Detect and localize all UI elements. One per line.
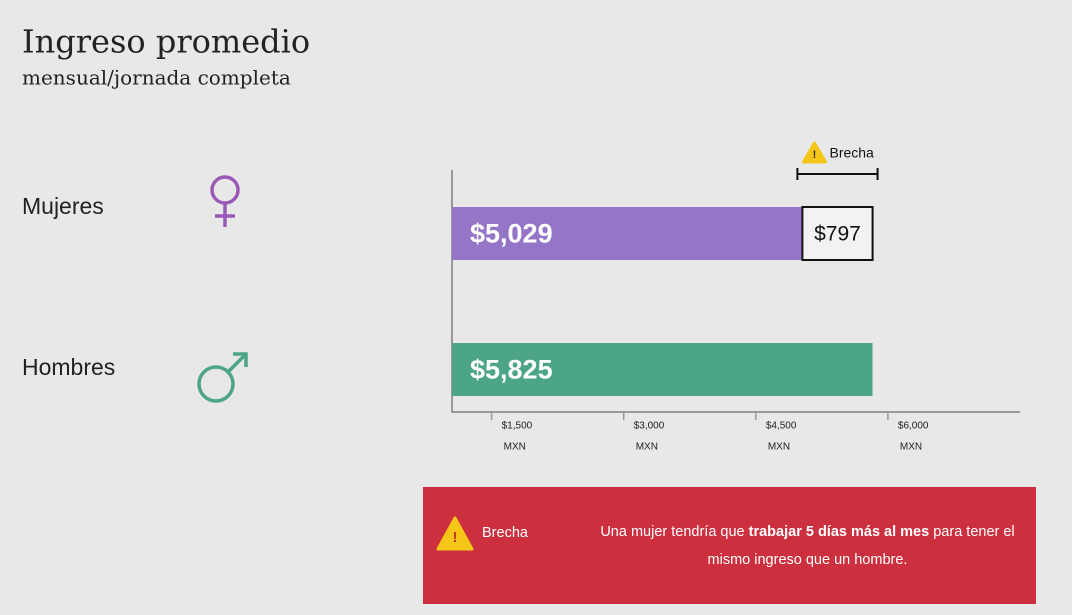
title: Ingreso promedio bbox=[22, 23, 310, 61]
bar bbox=[452, 207, 803, 260]
x-tick-label: $6,000 bbox=[898, 421, 929, 432]
banner-message: Una mujer tendría que trabajar 5 días má… bbox=[585, 518, 1030, 574]
warning-icon bbox=[801, 141, 827, 164]
gap-name: Brecha bbox=[829, 145, 874, 161]
male-icon bbox=[197, 352, 248, 403]
x-tick-unit: MXN bbox=[768, 442, 790, 453]
female-icon bbox=[210, 175, 240, 227]
category-label: Hombres bbox=[22, 354, 115, 380]
category-label: Mujeres bbox=[22, 193, 104, 219]
x-tick-label: $3,000 bbox=[634, 421, 665, 432]
value-label: $5,029 bbox=[470, 219, 553, 249]
x-tick-unit: MXN bbox=[504, 442, 526, 453]
message-text: Una mujer tendría que bbox=[600, 524, 745, 540]
message-text: para tener el mismo ingreso que un hombr… bbox=[707, 524, 1015, 568]
warning-mark: ! bbox=[453, 529, 458, 546]
gap-label: $797 bbox=[814, 223, 861, 246]
value-label: $5,825 bbox=[470, 355, 553, 385]
x-tick-unit: MXN bbox=[636, 442, 658, 453]
banner-bg bbox=[423, 487, 1036, 604]
banner: ! Brecha bbox=[423, 487, 1036, 604]
x-tick-label: $4,500 bbox=[766, 421, 797, 432]
bar bbox=[452, 343, 873, 396]
banner-label: Brecha bbox=[482, 525, 529, 541]
subtitle: mensual/jornada completa bbox=[22, 66, 291, 90]
x-tick-unit: MXN bbox=[900, 442, 922, 453]
warning-mark: ! bbox=[813, 149, 817, 161]
gap-box bbox=[801, 206, 874, 261]
x-tick-label: $1,500 bbox=[502, 421, 533, 432]
gap-bracket bbox=[796, 168, 879, 180]
warning-icon bbox=[436, 516, 474, 551]
message-bold: trabajar 5 días más al mes bbox=[748, 524, 930, 540]
